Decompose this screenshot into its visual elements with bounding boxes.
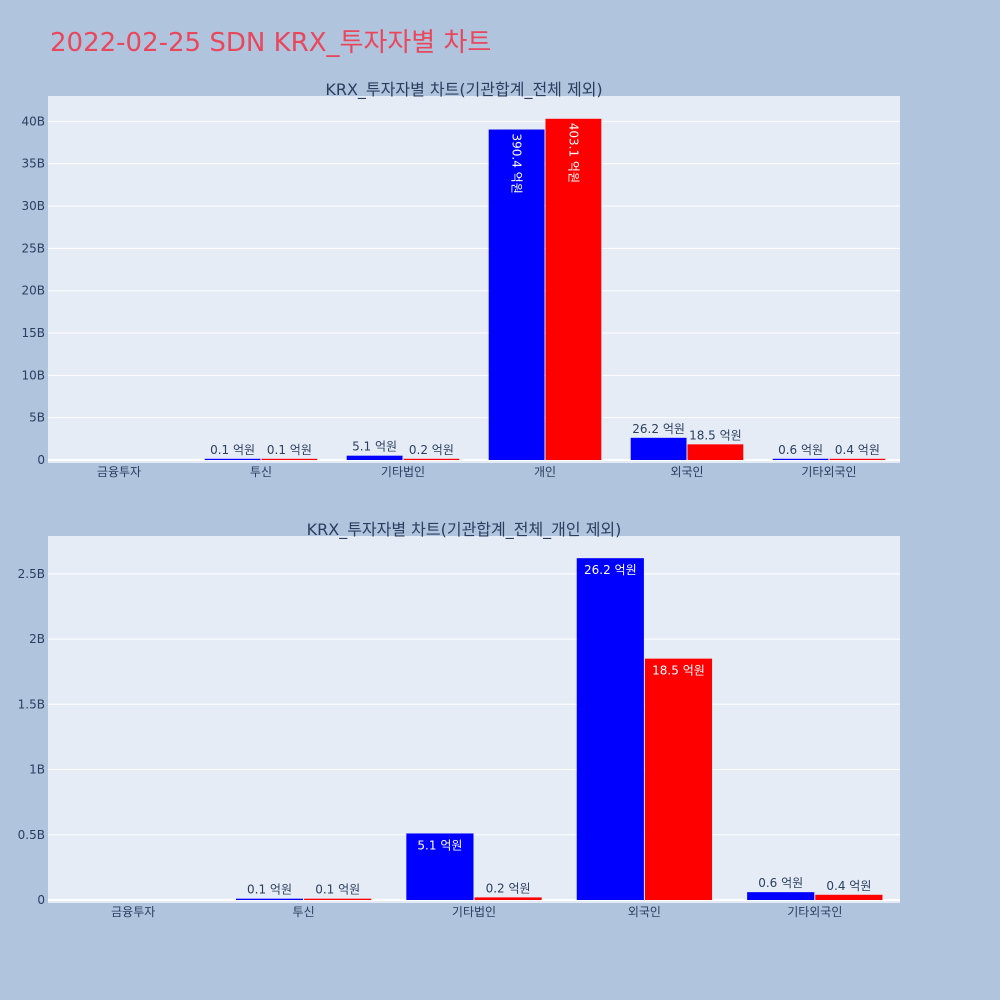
data-label: 5.1 억원: [417, 838, 462, 852]
data-label: 0.1 억원: [315, 883, 360, 897]
bar: [687, 444, 744, 460]
bar: [474, 897, 542, 900]
chart-2: 0 0.5B 1B 1.5B 2B 2.5B KRX_투자자별 차트(기관합계_전체_개인 …: [18, 520, 900, 919]
data-label: 0.1 억원: [247, 883, 292, 897]
y-tick-label: 5B: [29, 411, 45, 425]
x-tick-label: 기타법인: [452, 905, 496, 919]
data-label: 18.5 억원: [689, 428, 742, 442]
plot-area: [48, 96, 900, 463]
y-tick-label: 2.5B: [18, 567, 45, 581]
plot-area: [48, 536, 900, 903]
bar: [576, 558, 644, 900]
x-tick-label: 기타외국인: [801, 465, 856, 479]
bar: [772, 458, 829, 460]
bar: [488, 129, 545, 461]
bar: [545, 118, 602, 460]
bar: [630, 437, 687, 460]
data-label: 0.2 억원: [409, 443, 454, 457]
y-tick-label: 35B: [21, 157, 45, 171]
y-tick-label: 2B: [29, 632, 45, 646]
x-tick-label: 투신: [250, 465, 272, 479]
bar: [747, 892, 815, 900]
data-label: 0.4 억원: [835, 443, 880, 457]
chart-1: 0 5B 10B 15B 20B 25B 30B 35B 40B KRX_투자자별 차트(기관합계…: [21, 80, 900, 479]
data-label: 26.2 억원: [632, 422, 685, 436]
bar: [235, 898, 304, 900]
y-tick-label: 0: [37, 893, 45, 907]
y-tick-label: 1.5B: [18, 697, 45, 711]
bar: [815, 894, 883, 900]
data-label: 0.6 억원: [758, 876, 803, 890]
bar: [644, 658, 713, 900]
data-label: 5.1 억원: [352, 440, 397, 454]
bar: [406, 833, 474, 900]
x-tick-label: 기타법인: [381, 465, 425, 479]
bar: [346, 455, 403, 460]
y-tick-label: 0: [37, 453, 45, 467]
bar: [261, 458, 318, 460]
y-tick-label: 30B: [21, 199, 45, 213]
page-title: 2022-02-25 SDN KRX_투자자별 차트: [50, 28, 492, 58]
chart-title: KRX_투자자별 차트(기관합계_전체_개인 제외): [307, 520, 622, 540]
data-label: 0.1 억원: [267, 443, 312, 457]
data-label: 18.5 억원: [652, 664, 705, 678]
data-label: 390.4 억원: [510, 134, 524, 194]
data-label: 0.6 억원: [778, 443, 823, 457]
data-label: 0.1 억원: [210, 443, 255, 457]
y-tick-label: 0.5B: [18, 828, 45, 842]
y-tick-label: 40B: [21, 114, 45, 128]
bar: [204, 458, 261, 460]
data-label: 26.2 억원: [584, 563, 637, 577]
x-tick-label: 투신: [293, 905, 315, 919]
bar: [829, 458, 886, 460]
y-tick-label: 15B: [21, 326, 45, 340]
chart-title: KRX_투자자별 차트(기관합계_전체 제외): [325, 80, 602, 100]
data-label: 0.2 억원: [486, 881, 531, 895]
y-tick-label: 20B: [21, 284, 45, 298]
data-label: 0.4 억원: [826, 879, 871, 893]
y-tick-label: 1B: [29, 763, 45, 777]
y-tick-label: 25B: [21, 241, 45, 255]
x-tick-label: 개인: [534, 465, 556, 479]
x-tick-label: 외국인: [670, 465, 703, 479]
data-label: 403.1 억원: [566, 123, 580, 183]
bar: [403, 458, 460, 460]
x-tick-label: 외국인: [628, 905, 661, 919]
x-tick-label: 기타외국인: [787, 905, 842, 919]
y-tick-label: 10B: [21, 368, 45, 382]
bar: [304, 898, 372, 900]
x-tick-label: 금융투자: [97, 465, 141, 479]
x-tick-label: 금융투자: [111, 905, 155, 919]
